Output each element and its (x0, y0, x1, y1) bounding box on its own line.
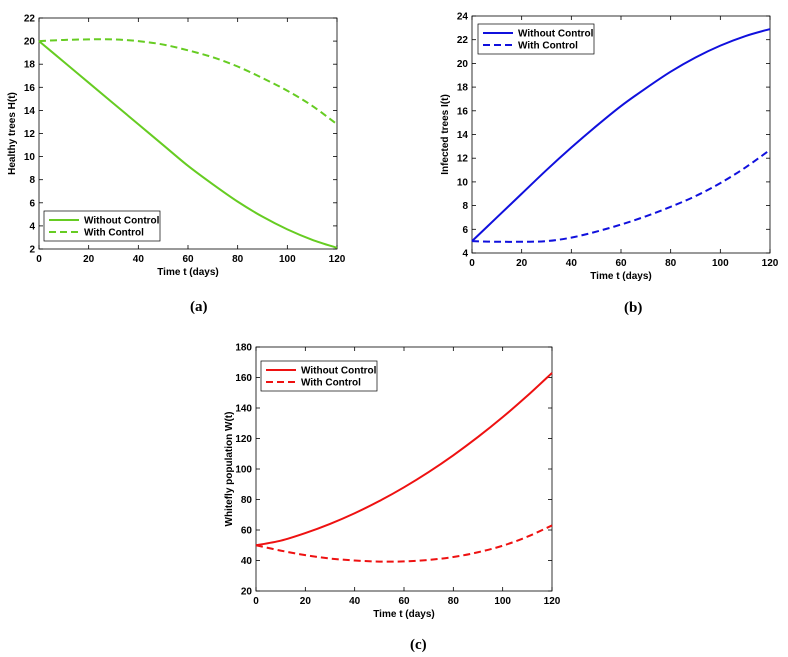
y-tick-label-a: 16 (24, 83, 36, 94)
x-tick-label-c: 0 (253, 596, 259, 607)
panel-label-a: (a) (190, 299, 208, 315)
x-tick-label-c: 20 (300, 596, 312, 607)
y-tick-label-b: 12 (457, 154, 469, 165)
legend-box-a (43, 210, 161, 242)
y-tick-label-c: 40 (241, 556, 253, 567)
series-line-a-without-control (38, 40, 338, 249)
x-tick-label-a: 40 (133, 254, 145, 265)
y-axis-label-a: Healthy trees H(t) (7, 92, 18, 175)
y-tick-label-a: 10 (24, 152, 36, 163)
legend-entry-b: Without Control (518, 29, 594, 40)
x-tick-label-a: 20 (83, 254, 95, 265)
chart-a: 0 20 40 60 80 100 120 2 4 6 8 10 12 14 16 18 20 22 Time t … (7, 14, 346, 279)
y-tick-label-c: 180 (235, 343, 252, 354)
chart-c: 0 20 40 60 80 100 12020406080100120140160180Ti… (224, 343, 561, 621)
plot-frame-a (38, 17, 338, 250)
y-tick-label-c: 80 (241, 495, 253, 506)
legend-box-b (477, 23, 595, 55)
y-tick-label-a: 12 (24, 129, 36, 140)
x-tick-label-a: 80 (232, 254, 244, 265)
panel-label-b: (b) (624, 300, 643, 316)
x-tick-label-b: 80 (665, 258, 677, 269)
legend-entry-a: Without Control (84, 216, 160, 227)
y-tick-label-a: 22 (24, 14, 36, 25)
x-axis-label-c: Time t (days) (373, 609, 435, 620)
x-tick-label-c: 100 (494, 596, 511, 607)
x-tick-label-c: 80 (448, 596, 460, 607)
y-tick-label-b: 14 (457, 130, 469, 141)
y-tick-label-b: 4 (462, 249, 468, 260)
series-line-a-with-control (38, 38, 338, 126)
y-tick-label-c: 120 (235, 434, 252, 445)
x-tick-label-a: 120 (329, 254, 346, 265)
y-tick-label-a: 4 (29, 221, 35, 232)
series-line-b-without-control (471, 28, 771, 242)
y-tick-label-c: 140 (235, 404, 252, 415)
y-tick-label-b: 24 (457, 12, 469, 23)
panel-label-c: (c) (410, 637, 427, 653)
x-tick-label-b: 60 (615, 258, 627, 269)
x-tick-label-b: 20 (516, 258, 528, 269)
x-tick-label-a: 0 (36, 254, 42, 265)
x-tick-label-a: 60 (182, 254, 194, 265)
y-tick-label-b: 10 (457, 177, 469, 188)
legend-entry-c: Without Control (301, 366, 377, 377)
legend-entry-c: With Control (301, 378, 361, 389)
x-tick-label-b: 0 (469, 258, 475, 269)
y-tick-label-a: 20 (24, 37, 36, 48)
x-tick-label-b: 100 (712, 258, 729, 269)
x-tick-label-b: 40 (566, 258, 578, 269)
series-line-b-with-control (471, 149, 771, 243)
x-tick-label-c: 60 (398, 596, 410, 607)
x-tick-label-c: 120 (544, 596, 561, 607)
x-tick-label-c: 40 (349, 596, 361, 607)
y-tick-label-b: 18 (457, 83, 469, 94)
chart-b: 0 20 40 60 80 100 120 4 6 8 10 12 14 16 18 20 22 24 Time t… (440, 12, 779, 283)
legend-entry-b: With Control (518, 41, 578, 52)
x-tick-label-b: 120 (762, 258, 779, 269)
y-tick-label-a: 8 (29, 175, 35, 186)
x-tick-label-a: 100 (279, 254, 296, 265)
y-axis-label-b: Infected trees I(t) (440, 94, 451, 175)
y-tick-label-b: 20 (457, 59, 469, 70)
y-tick-label-a: 14 (24, 106, 36, 117)
y-tick-label-b: 8 (462, 201, 468, 212)
y-tick-label-c: 60 (241, 526, 253, 537)
y-tick-label-a: 18 (24, 60, 36, 71)
x-axis-label-b: Time t (days) (590, 271, 652, 282)
x-axis-label-a: Time t (days) (157, 267, 219, 278)
legend-box-c (260, 360, 378, 392)
y-tick-label-a: 2 (29, 245, 35, 256)
y-tick-label-c: 20 (241, 587, 253, 598)
series-line-c-without-control (255, 372, 553, 547)
y-axis-label-c: Whitefly population W(t) (224, 412, 235, 527)
y-tick-label-c: 160 (235, 373, 252, 384)
y-tick-label-a: 6 (29, 198, 35, 209)
y-tick-label-b: 22 (457, 35, 469, 46)
y-tick-label-c: 100 (235, 465, 252, 476)
series-line-c-with-control (255, 524, 553, 563)
y-tick-label-b: 16 (457, 106, 469, 117)
y-tick-label-b: 6 (462, 225, 468, 236)
legend-entry-a: With Control (84, 228, 144, 239)
